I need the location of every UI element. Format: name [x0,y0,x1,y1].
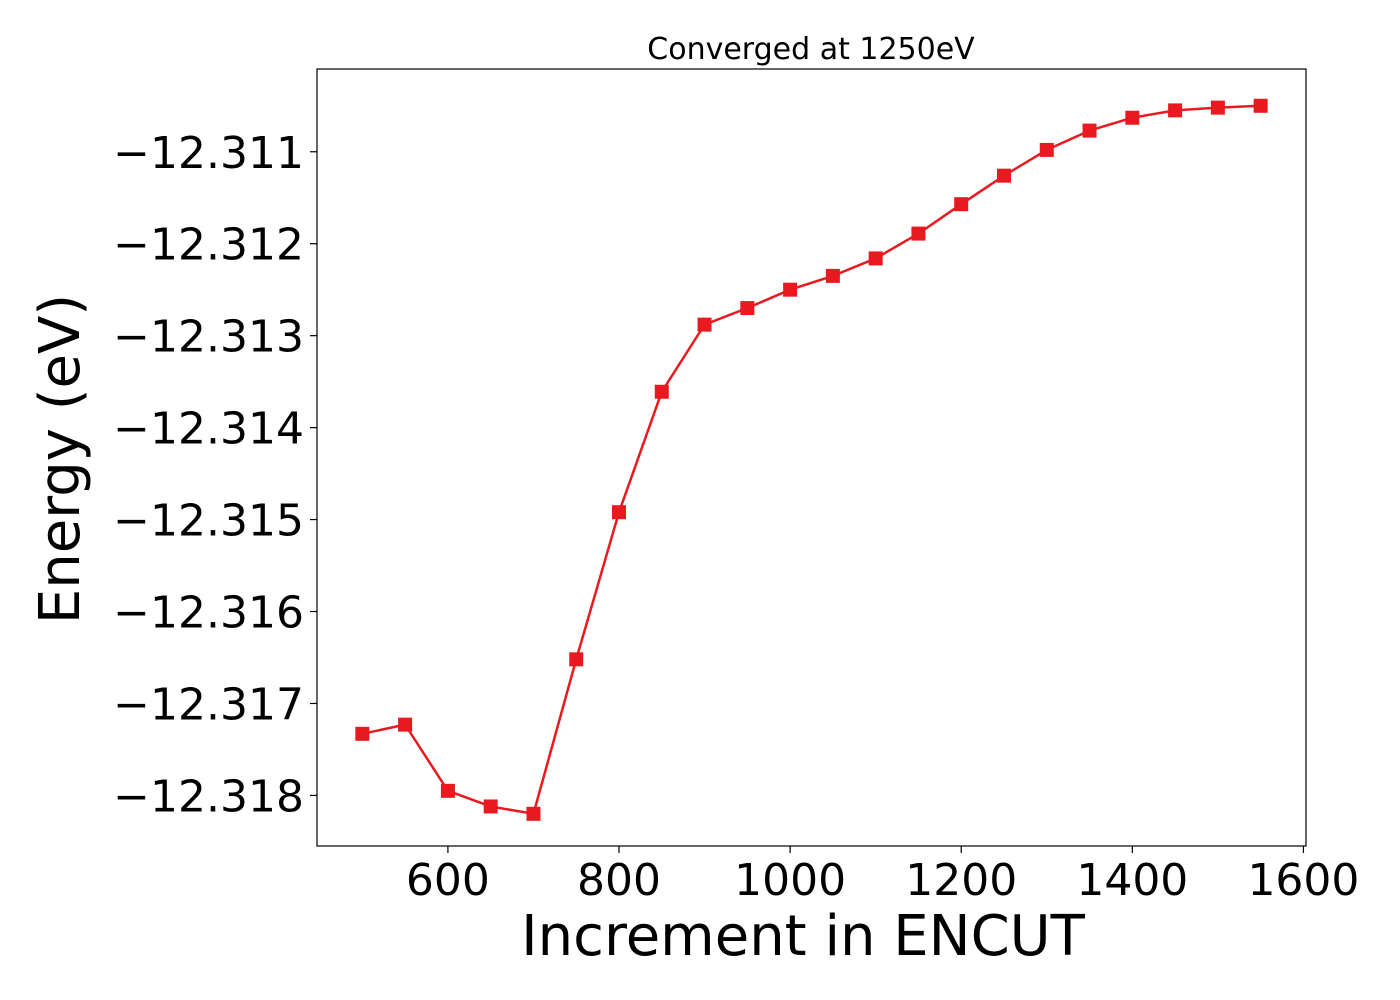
data-point-marker [825,268,840,283]
data-point-marker [440,783,455,798]
data-point-marker [868,251,883,266]
y-axis-label: Energy (eV) [28,294,93,624]
data-point-marker [654,384,669,399]
x-tick-label: 1400 [1076,855,1188,906]
chart-title: Converged at 1250eV [647,32,975,67]
series-line [362,104,1261,816]
x-tick-label: 600 [406,855,490,906]
x-tick-label: 1200 [905,855,1017,906]
y-tick-label: −12.318 [113,771,304,822]
y-tick-label: −12.316 [113,588,304,639]
tick-layer: 600 800 1000 1200 1400 1600 −12.311 −12.312 −12.… [113,128,1359,906]
data-point-marker [1039,142,1054,157]
data-point-marker [740,301,755,316]
data-point-marker [996,168,1011,183]
data-point-marker [483,799,498,814]
data-point-marker [612,505,627,520]
x-tick-label: 1600 [1247,855,1359,906]
data-point-marker [1082,123,1097,138]
data-point-marker [783,282,798,297]
x-tick-label: 1000 [734,855,846,906]
y-tick-label: −12.317 [113,679,304,730]
plot-frame [316,68,1307,847]
data-point-marker [1168,103,1183,118]
data-point-marker [398,717,413,732]
data-point-marker [1253,98,1268,113]
data-point-marker [569,652,584,667]
y-tick-label: −12.314 [113,404,304,455]
data-point-marker [1125,110,1140,125]
data-point-marker [355,726,370,741]
data-point-marker [911,226,926,241]
data-point-marker [954,197,969,212]
y-tick-label: −12.311 [113,128,304,179]
data-point-marker [1210,100,1225,115]
y-tick-label: −12.313 [113,312,304,363]
y-tick-label: −12.315 [113,496,304,547]
x-tick-label: 800 [577,855,661,906]
plot-layer [355,98,1268,821]
y-tick-label: −12.312 [113,220,304,271]
x-axis-label: Increment in ENCUT [521,904,1086,969]
data-point-marker [526,806,541,821]
data-point-marker [697,317,712,332]
